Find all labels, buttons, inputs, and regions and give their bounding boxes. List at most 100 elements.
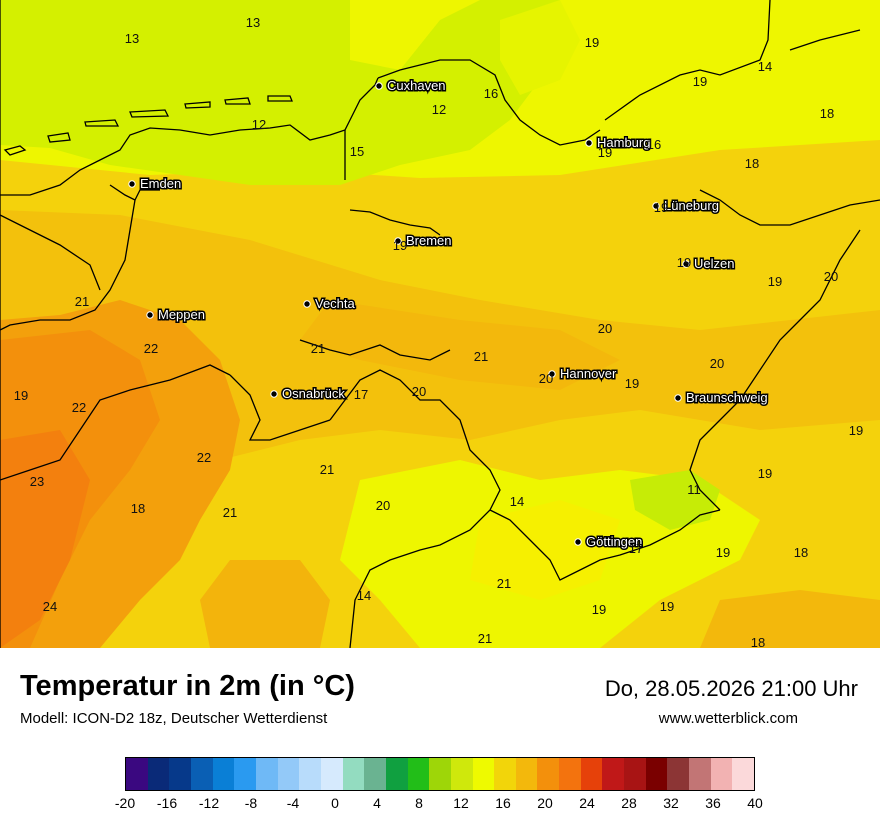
temperature-value: 19 bbox=[625, 376, 639, 391]
city-dot bbox=[270, 390, 278, 398]
city-marker: Braunschweig bbox=[674, 389, 769, 407]
legend-tick-label: 12 bbox=[453, 795, 469, 811]
legend-tick-label: -4 bbox=[286, 795, 300, 811]
temperature-value: 19 bbox=[393, 238, 407, 253]
city-dot bbox=[585, 139, 593, 147]
legend-color-swatch bbox=[559, 758, 581, 790]
color-legend bbox=[125, 757, 755, 791]
temperature-value: 18 bbox=[794, 545, 808, 560]
legend-ticks: -20 -16 -12 -8 -4 0 4 8 12 16 20 24 28 32 36 40 bbox=[115, 795, 763, 815]
legend-color-swatch bbox=[234, 758, 256, 790]
legend-tick-label: 36 bbox=[705, 795, 721, 811]
temperature-value: 19 bbox=[660, 599, 674, 614]
temperature-value: 14 bbox=[758, 59, 772, 74]
temperature-value: 22 bbox=[144, 341, 158, 356]
legend-tick-label: -20 bbox=[114, 795, 136, 811]
legend-tick-label: 4 bbox=[373, 795, 381, 811]
city-marker: Meppen bbox=[146, 306, 206, 324]
city-dot bbox=[674, 394, 682, 402]
legend-color-swatch bbox=[645, 758, 668, 790]
city-label: Bremen bbox=[406, 233, 452, 248]
temperature-value: 19 bbox=[654, 200, 668, 215]
city-marker: Cuxhaven bbox=[375, 77, 447, 95]
temperature-value: 18 bbox=[131, 501, 145, 516]
legend-tick-label: -8 bbox=[244, 795, 258, 811]
legend-color-swatch bbox=[667, 758, 690, 790]
temperature-value: 13 bbox=[125, 31, 139, 46]
map-footer: Temperatur in 2m (in °C) Modell: ICON-D2… bbox=[0, 648, 880, 830]
legend-color-swatch bbox=[190, 758, 213, 790]
legend-color-swatch bbox=[277, 758, 300, 790]
city-label: Hannover bbox=[560, 366, 617, 381]
city-marker: Hamburg bbox=[585, 134, 652, 152]
city-label: Göttingen bbox=[586, 534, 642, 549]
legend-tick-label: 24 bbox=[579, 795, 595, 811]
city-marker: Göttingen bbox=[574, 533, 644, 551]
temperature-value: 21 bbox=[497, 576, 511, 591]
temperature-value: 20 bbox=[412, 384, 426, 399]
city-marker: Hannover bbox=[548, 365, 619, 383]
temperature-value: 12 bbox=[252, 117, 266, 132]
temperature-value: 14 bbox=[357, 588, 371, 603]
temperature-value: 23 bbox=[30, 474, 44, 489]
legend-color-swatch bbox=[320, 758, 343, 790]
legend-color-swatch bbox=[472, 758, 495, 790]
legend-color-swatch bbox=[515, 758, 538, 790]
temperature-value: 22 bbox=[72, 400, 86, 415]
legend-color-swatch bbox=[255, 758, 278, 790]
legend-tick-label: 0 bbox=[331, 795, 339, 811]
temperature-value: 19 bbox=[598, 145, 612, 160]
legend-color-swatch bbox=[169, 758, 191, 790]
temperature-value: 19 bbox=[849, 423, 863, 438]
temperature-value: 20 bbox=[598, 321, 612, 336]
temperature-value: 21 bbox=[311, 341, 325, 356]
temperature-value: 19 bbox=[592, 602, 606, 617]
legend-color-swatch bbox=[147, 758, 170, 790]
city-dot bbox=[548, 370, 556, 378]
legend-color-swatch bbox=[689, 758, 711, 790]
city-dot bbox=[146, 311, 154, 319]
temperature-value: 19 bbox=[677, 255, 691, 270]
city-label: Emden bbox=[140, 176, 181, 191]
temperature-value: 21 bbox=[223, 505, 237, 520]
temperature-value: 13 bbox=[246, 15, 260, 30]
model-info: Modell: ICON-D2 18z, Deutscher Wetterdie… bbox=[20, 710, 328, 727]
temperature-value: 20 bbox=[376, 498, 390, 513]
temperature-value: 24 bbox=[43, 599, 57, 614]
temperature-value: 12 bbox=[432, 102, 446, 117]
city-label: Cuxhaven bbox=[387, 78, 446, 93]
legend-color-swatch bbox=[537, 758, 560, 790]
city-label: Meppen bbox=[158, 307, 205, 322]
city-label: Hamburg bbox=[597, 135, 650, 150]
city-label: Osnabrück bbox=[282, 386, 345, 401]
city-marker: Lüneburg bbox=[652, 197, 720, 215]
temperature-value: 22 bbox=[197, 450, 211, 465]
city-dot bbox=[375, 82, 383, 90]
temperature-value: 20 bbox=[710, 356, 724, 371]
temperature-value: 19 bbox=[14, 388, 28, 403]
temperature-value: 21 bbox=[75, 294, 89, 309]
website-link[interactable]: www.wetterblick.com bbox=[658, 710, 798, 727]
legend-color-swatch bbox=[126, 758, 148, 790]
city-label: Vechta bbox=[315, 296, 356, 311]
temperature-value: 17 bbox=[629, 541, 643, 556]
legend-color-swatch bbox=[580, 758, 603, 790]
legend-color-swatch bbox=[342, 758, 365, 790]
temperature-value: 19 bbox=[768, 274, 782, 289]
city-marker: Uelzen bbox=[682, 255, 736, 273]
city-label: Uelzen bbox=[694, 256, 734, 271]
city-dot bbox=[652, 202, 660, 210]
legend-color-swatch bbox=[602, 758, 625, 790]
legend-color-swatch bbox=[429, 758, 451, 790]
temperature-value: 18 bbox=[745, 156, 759, 171]
temperature-value: 16 bbox=[647, 137, 661, 152]
temperature-value: 20 bbox=[824, 269, 838, 284]
city-marker: Vechta bbox=[303, 295, 357, 313]
temperature-value: 16 bbox=[484, 86, 498, 101]
temperature-value: 21 bbox=[478, 631, 492, 646]
temperature-value: 18 bbox=[751, 635, 765, 648]
city-dot bbox=[128, 180, 136, 188]
legend-color-swatch bbox=[494, 758, 516, 790]
legend-color-swatch bbox=[732, 758, 755, 790]
temperature-value: 19 bbox=[693, 74, 707, 89]
